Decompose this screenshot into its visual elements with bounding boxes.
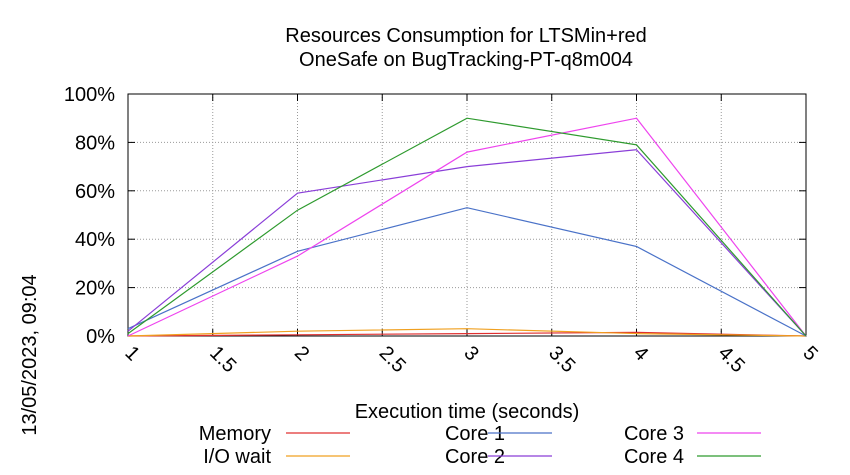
series-line-core-2 [127,149,807,337]
grid [128,94,806,336]
series-line-i-o-wait [127,328,807,337]
x-axis-label: Execution time (seconds) [355,401,580,423]
x-tick-label: 1 [120,342,143,365]
y-tick-label: 60% [75,181,115,203]
series-line-core-3 [127,117,807,337]
timestamp: 13/05/2023, 09:04 [19,274,41,435]
y-tick-label: 80% [75,132,115,154]
y-tick-label: 0% [86,326,115,348]
y-tick-label: 20% [75,278,115,300]
x-tick-label: 3.5 [544,342,579,377]
y-tick-label: 100% [64,84,115,106]
series-layer [127,117,807,337]
legend-label-i-o-wait: I/O wait [203,446,271,468]
x-tick-label: 5 [798,342,821,365]
chart-title-line-1: Resources Consumption for LTSMin+red [285,25,646,47]
x-tick-label: 2 [290,342,313,365]
x-tick-label: 4 [629,342,652,365]
legend-label-core-2: Core 2 [445,446,505,468]
x-tick-label: 1.5 [205,342,240,377]
x-tick-label: 2.5 [375,342,410,377]
series-line-memory [127,331,807,337]
x-tick-label: 4.5 [714,342,749,377]
x-tick-label: 3 [459,342,482,365]
y-tick-label: 40% [75,229,115,251]
series-line-core-1 [127,207,807,337]
legend-label-core-1: Core 1 [445,423,505,445]
legend-label-core-4: Core 4 [624,446,684,468]
legend-label-core-3: Core 3 [624,423,684,445]
chart-title-line-2: OneSafe on BugTracking-PT-q8m004 [299,49,633,71]
legend-label-memory: Memory [199,423,271,445]
series-line-core-4 [127,117,807,337]
